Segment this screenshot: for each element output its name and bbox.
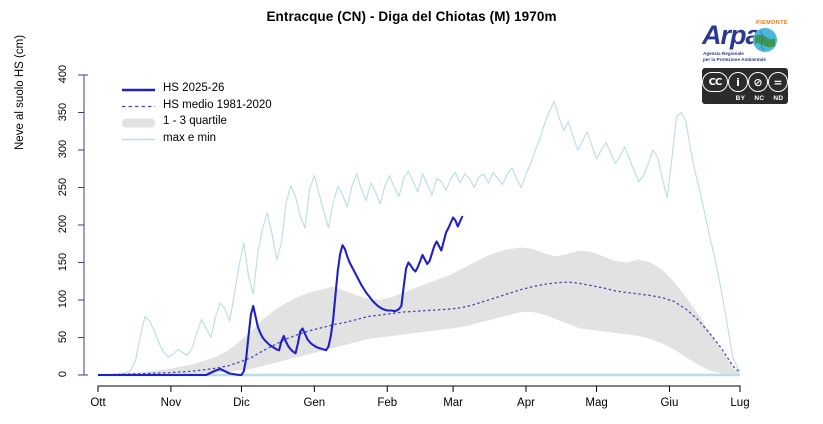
cc-nc-icon: ⊘ <box>748 72 768 92</box>
x-tick-label: Feb <box>377 397 398 409</box>
y-axis-label: Neve al suolo HS (cm) <box>14 34 26 150</box>
cc-by-icon: i <box>728 72 748 92</box>
current-season-line <box>98 215 464 377</box>
cc-nd-icon: = <box>768 72 788 92</box>
legend-swatch-band <box>122 118 155 128</box>
arpa-logo[interactable]: PIEMONTE Arpa Agenzia Regionale per la P… <box>700 20 798 108</box>
y-axis-line <box>83 74 88 376</box>
x-tick-label: Mag <box>585 397 608 409</box>
y-tick-label: 300 <box>57 139 69 159</box>
max-line <box>98 100 741 376</box>
cc-label-nc: NC <box>754 94 765 102</box>
cc-logo-icon: CC <box>702 72 728 92</box>
logo-subtitle-line2: per la Protezione Ambientale <box>703 56 766 62</box>
logo-globe-icon <box>753 28 777 52</box>
legend-item-label: HS 2025-26 <box>163 82 225 94</box>
cc-label-row: BY NC ND <box>702 93 788 103</box>
x-tick-label: Gen <box>303 397 326 409</box>
y-tick-label: 250 <box>57 177 69 196</box>
y-tick-label: 150 <box>57 252 69 271</box>
y-tick-label: 100 <box>57 289 69 309</box>
legend-item-label: 1 - 3 quartile <box>163 115 227 127</box>
creative-commons-badge[interactable]: CC i ⊘ = BY NC ND <box>702 68 788 104</box>
cc-label-nd: ND <box>773 94 784 102</box>
y-tick-label: 350 <box>57 102 69 121</box>
legend-item-label: HS medio 1981-2020 <box>163 98 272 111</box>
x-tick-label: Giu <box>660 397 679 409</box>
logo-subtitle: Agenzia Regionale per la Protezione Ambi… <box>703 51 766 62</box>
y-tick-label: 50 <box>57 330 69 343</box>
x-axis-line <box>97 385 741 391</box>
cc-icon-row: CC i ⊘ = <box>702 70 788 94</box>
x-tick-label: Mar <box>443 397 463 409</box>
logo-brand-label: Arpa <box>702 20 761 50</box>
y-tick-label: 400 <box>57 64 69 84</box>
y-tick-label: 0 <box>57 370 69 378</box>
y-tick-label: 200 <box>57 214 69 234</box>
cc-label-by: BY <box>735 94 746 102</box>
legend-item-label: max e min <box>163 131 217 144</box>
x-tick-label: Ott <box>90 397 106 409</box>
arpa-wordmark: PIEMONTE Arpa Agenzia Regionale per la P… <box>700 20 798 68</box>
page-title: Entracque (CN) - Diga del Chiotas (M) 19… <box>266 9 557 24</box>
logo-subtitle-line1: Agenzia Regionale <box>703 51 744 56</box>
logo-region-label: PIEMONTE <box>756 20 788 26</box>
x-tick-label: Apr <box>517 397 535 409</box>
x-tick-label: Lug <box>730 397 750 409</box>
x-tick-label: Nov <box>160 397 182 409</box>
x-tick-label: Dic <box>233 397 250 409</box>
